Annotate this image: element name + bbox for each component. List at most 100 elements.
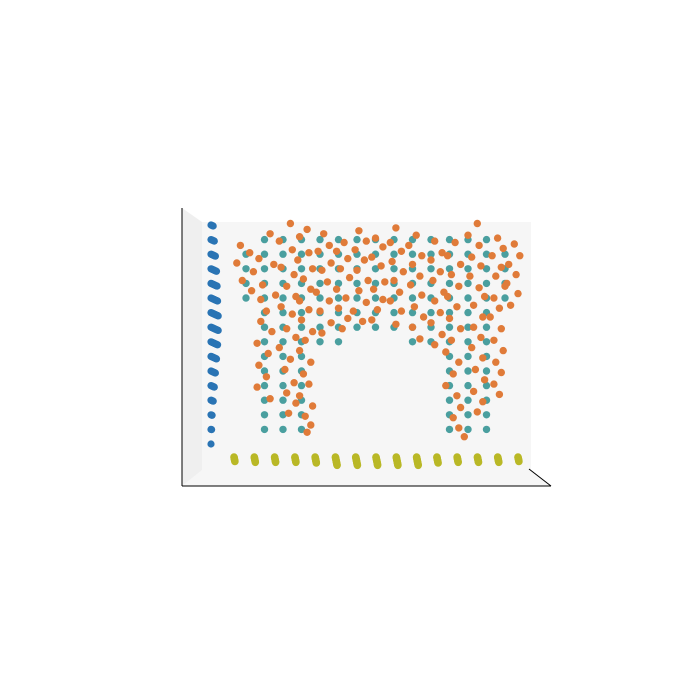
left-projection-point bbox=[212, 355, 221, 363]
teal-series-point bbox=[427, 265, 435, 273]
orange-series-point bbox=[436, 308, 444, 317]
teal-series-point bbox=[279, 338, 287, 346]
teal-series-point bbox=[260, 411, 269, 419]
orange-series-point bbox=[246, 249, 254, 257]
bottom-projection-point bbox=[414, 461, 423, 470]
teal-series-point bbox=[390, 265, 398, 273]
orange-series-point bbox=[427, 319, 435, 327]
orange-series-point bbox=[369, 285, 378, 293]
orange-series-point bbox=[410, 303, 419, 311]
orange-series-point bbox=[355, 287, 363, 295]
orange-series-point bbox=[262, 373, 271, 381]
orange-series-point bbox=[334, 304, 343, 312]
orange-series-point bbox=[271, 291, 280, 299]
bottom-projection-point bbox=[353, 461, 362, 470]
orange-series-point bbox=[416, 272, 424, 280]
teal-series-point bbox=[260, 235, 269, 244]
orange-series-point bbox=[453, 392, 461, 400]
orange-series-point bbox=[344, 254, 352, 263]
orange-series-point bbox=[262, 307, 271, 315]
orange-series-point bbox=[249, 268, 258, 276]
teal-series-point bbox=[501, 294, 509, 302]
orange-series-point bbox=[503, 279, 511, 288]
orange-series-point bbox=[275, 237, 283, 245]
orange-series-point bbox=[292, 399, 300, 407]
teal-series-point bbox=[316, 235, 324, 244]
orange-series-point bbox=[468, 343, 476, 352]
orange-series-point bbox=[499, 346, 507, 355]
teal-series-point bbox=[334, 338, 343, 346]
orange-series-point bbox=[353, 266, 361, 274]
teal-series-point bbox=[445, 235, 454, 244]
orange-series-point bbox=[277, 303, 285, 311]
left-projection-point bbox=[214, 312, 222, 320]
teal-series-point bbox=[297, 352, 306, 361]
orange-series-point bbox=[418, 291, 426, 299]
orange-series-point bbox=[360, 256, 369, 264]
left-projection-point bbox=[214, 297, 222, 305]
orange-series-point bbox=[510, 240, 518, 248]
teal-series-point bbox=[464, 323, 472, 331]
teal-series-point bbox=[260, 396, 269, 404]
orange-series-point bbox=[362, 237, 370, 245]
axes-panes bbox=[181, 208, 552, 487]
orange-series-point bbox=[416, 335, 424, 343]
teal-series-point bbox=[445, 425, 454, 434]
orange-series-point bbox=[488, 252, 496, 260]
left-projection-point bbox=[213, 282, 221, 290]
data-marks bbox=[207, 219, 524, 470]
teal-series-point bbox=[427, 250, 435, 258]
teal-series-point bbox=[279, 425, 287, 434]
orange-series-point bbox=[405, 241, 413, 250]
orange-series-point bbox=[438, 330, 446, 339]
orange-series-point bbox=[266, 395, 274, 403]
orange-series-point bbox=[479, 398, 487, 406]
teal-series-point bbox=[464, 352, 472, 361]
orange-series-point bbox=[456, 260, 465, 269]
orange-series-point bbox=[447, 270, 456, 279]
orange-series-point bbox=[468, 253, 476, 261]
orange-series-point bbox=[299, 275, 308, 283]
orange-series-point bbox=[431, 297, 439, 305]
orange-series-point bbox=[464, 231, 472, 239]
orange-series-point bbox=[475, 284, 483, 292]
orange-series-point bbox=[368, 316, 376, 324]
orange-series-point bbox=[495, 390, 504, 399]
bottom-projection-point bbox=[373, 461, 382, 470]
orange-series-point bbox=[301, 412, 309, 420]
orange-series-point bbox=[429, 276, 437, 285]
orange-series-point bbox=[327, 259, 335, 267]
bottom-projection-point bbox=[292, 458, 300, 467]
left-projection-point bbox=[214, 326, 222, 334]
orange-series-point bbox=[479, 313, 487, 321]
orange-series-point bbox=[283, 325, 291, 333]
left-projection-point bbox=[211, 369, 219, 377]
teal-series-point bbox=[316, 338, 324, 346]
teal-series-point bbox=[279, 381, 287, 390]
orange-series-point bbox=[480, 292, 489, 301]
bottom-projection-point bbox=[231, 457, 239, 466]
orange-series-point bbox=[436, 268, 444, 276]
orange-series-point bbox=[493, 234, 502, 242]
orange-series-point bbox=[286, 355, 295, 363]
teal-series-point bbox=[316, 294, 324, 302]
bottom-projection-point bbox=[495, 458, 503, 467]
orange-series-point bbox=[325, 241, 333, 250]
orange-series-point bbox=[460, 433, 468, 441]
orange-series-point bbox=[338, 325, 346, 333]
orange-series-point bbox=[412, 231, 420, 239]
teal-series-point bbox=[445, 279, 454, 288]
teal-series-point bbox=[260, 323, 269, 331]
teal-series-point bbox=[390, 308, 398, 317]
orange-series-point bbox=[316, 307, 324, 315]
orange-series-point bbox=[408, 323, 417, 331]
orange-series-point bbox=[247, 287, 256, 295]
teal-series-point bbox=[260, 265, 269, 273]
orange-series-point bbox=[499, 244, 507, 253]
teal-series-point bbox=[353, 294, 361, 302]
orange-series-point bbox=[445, 314, 454, 323]
teal-series-point bbox=[353, 235, 361, 244]
orange-series-point bbox=[312, 288, 320, 296]
teal-series-point bbox=[464, 279, 472, 288]
orange-series-point bbox=[318, 266, 326, 274]
